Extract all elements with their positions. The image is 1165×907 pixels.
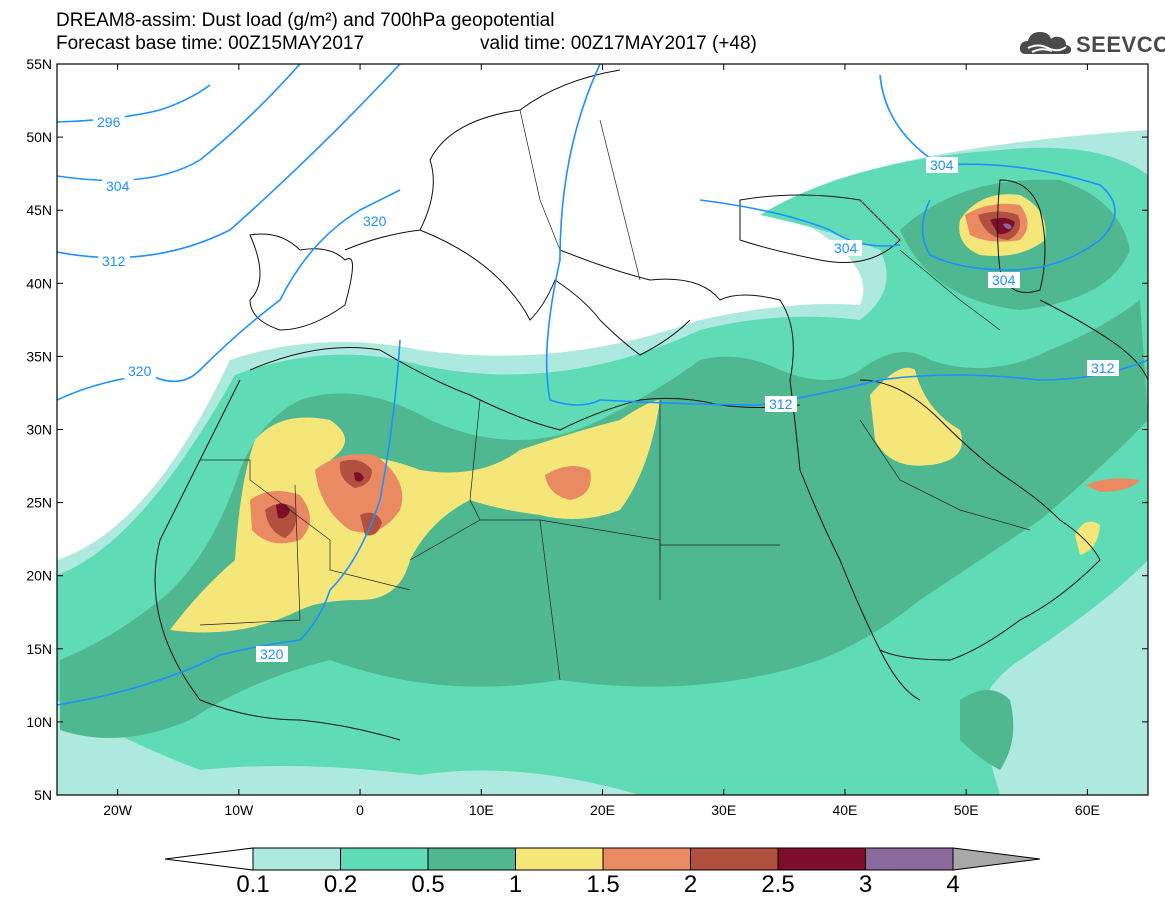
contour-label: 312 [1091, 360, 1115, 376]
lat-label: 55N [26, 56, 52, 72]
lon-label: 30E [711, 802, 736, 818]
contour-label: 296 [97, 114, 121, 130]
logo-text: SEEVCCC [1076, 32, 1165, 57]
dust-fields: 296 304 312 320 320 320 304 304 304 312 … [57, 64, 1148, 795]
colorbar-under-arrow [164, 847, 254, 871]
lat-label: 25N [26, 495, 52, 511]
colorbar [164, 847, 1041, 871]
contour-label: 304 [930, 157, 954, 173]
colorbar-segment [340, 847, 429, 871]
colorbar-segment [515, 847, 604, 871]
contour-label: 312 [769, 396, 793, 412]
lat-label: 30N [26, 422, 52, 438]
lat-label: 50N [26, 129, 52, 145]
lon-label: 10W [224, 802, 254, 818]
dust-layer-1-arabia [870, 367, 962, 466]
contour-label: 304 [992, 272, 1016, 288]
lon-label: 10E [469, 802, 494, 818]
contour-label: 320 [260, 646, 284, 662]
contour-label: 320 [128, 363, 152, 379]
lat-label: 10N [26, 714, 52, 730]
dust-layer-1-sahara [170, 400, 660, 633]
colorbar-label: 2 [683, 871, 698, 898]
map-axes: 55N 50N 45N 40N 35N 30N 25N 20N 15N 10N 5N 20W 10W 0 1… [26, 56, 1148, 818]
lon-label: 60E [1075, 802, 1100, 818]
contour-label: 304 [834, 240, 858, 256]
lat-label: 5N [34, 787, 52, 803]
contour-label: 312 [102, 253, 126, 269]
forecast-base-time: Forecast base time: 00Z15MAY2017 [56, 33, 365, 54]
colorbar-label: 1 [508, 871, 523, 898]
colorbar-label: 1.5 [586, 871, 620, 898]
colorbar-label: 0.2 [323, 871, 358, 898]
colorbar-segment [865, 847, 954, 871]
contour-label: 320 [363, 213, 387, 229]
lon-label: 20E [590, 802, 615, 818]
colorbar-segment [602, 847, 691, 871]
lat-label: 40N [26, 275, 52, 291]
dust-layer-4 [1003, 223, 1012, 229]
valid-time: valid time: 00Z17MAY2017 (+48) [480, 33, 757, 54]
colorbar-label: 2.5 [761, 871, 795, 898]
colorbar-label: 4 [946, 871, 960, 898]
lat-label: 20N [26, 568, 52, 584]
dust-layer-1.5 [250, 203, 1140, 544]
chart-title: DREAM8-assim: Dust load (g/m²) and 700hP… [56, 10, 555, 31]
lon-label: 20W [103, 802, 133, 818]
cloud-icon [1019, 32, 1072, 54]
contour-label: 304 [106, 178, 130, 194]
colorbar-label: 0.5 [411, 871, 445, 898]
colorbar-segment [252, 847, 341, 871]
lat-label: 15N [26, 641, 52, 657]
colorbar-segment [690, 847, 779, 871]
contour-labels: 296 304 312 320 320 320 304 304 304 312 … [93, 114, 1119, 662]
dust-layer-0.5-horn [960, 690, 1014, 770]
dust-layer-1-oman [1075, 521, 1100, 555]
lat-label: 35N [26, 348, 52, 364]
colorbar-segment [777, 847, 866, 871]
colorbar-label: 0.1 [236, 871, 270, 898]
lon-label: 50E [954, 802, 979, 818]
lat-label: 45N [26, 202, 52, 218]
lon-label: 40E [832, 802, 857, 818]
seevccc-logo: SEEVCCC [1018, 26, 1165, 60]
colorbar-label: 3 [858, 871, 873, 898]
colorbar-over-arrow [952, 847, 1041, 871]
colorbar-segment [427, 847, 516, 871]
lon-label: 0 [356, 802, 364, 818]
